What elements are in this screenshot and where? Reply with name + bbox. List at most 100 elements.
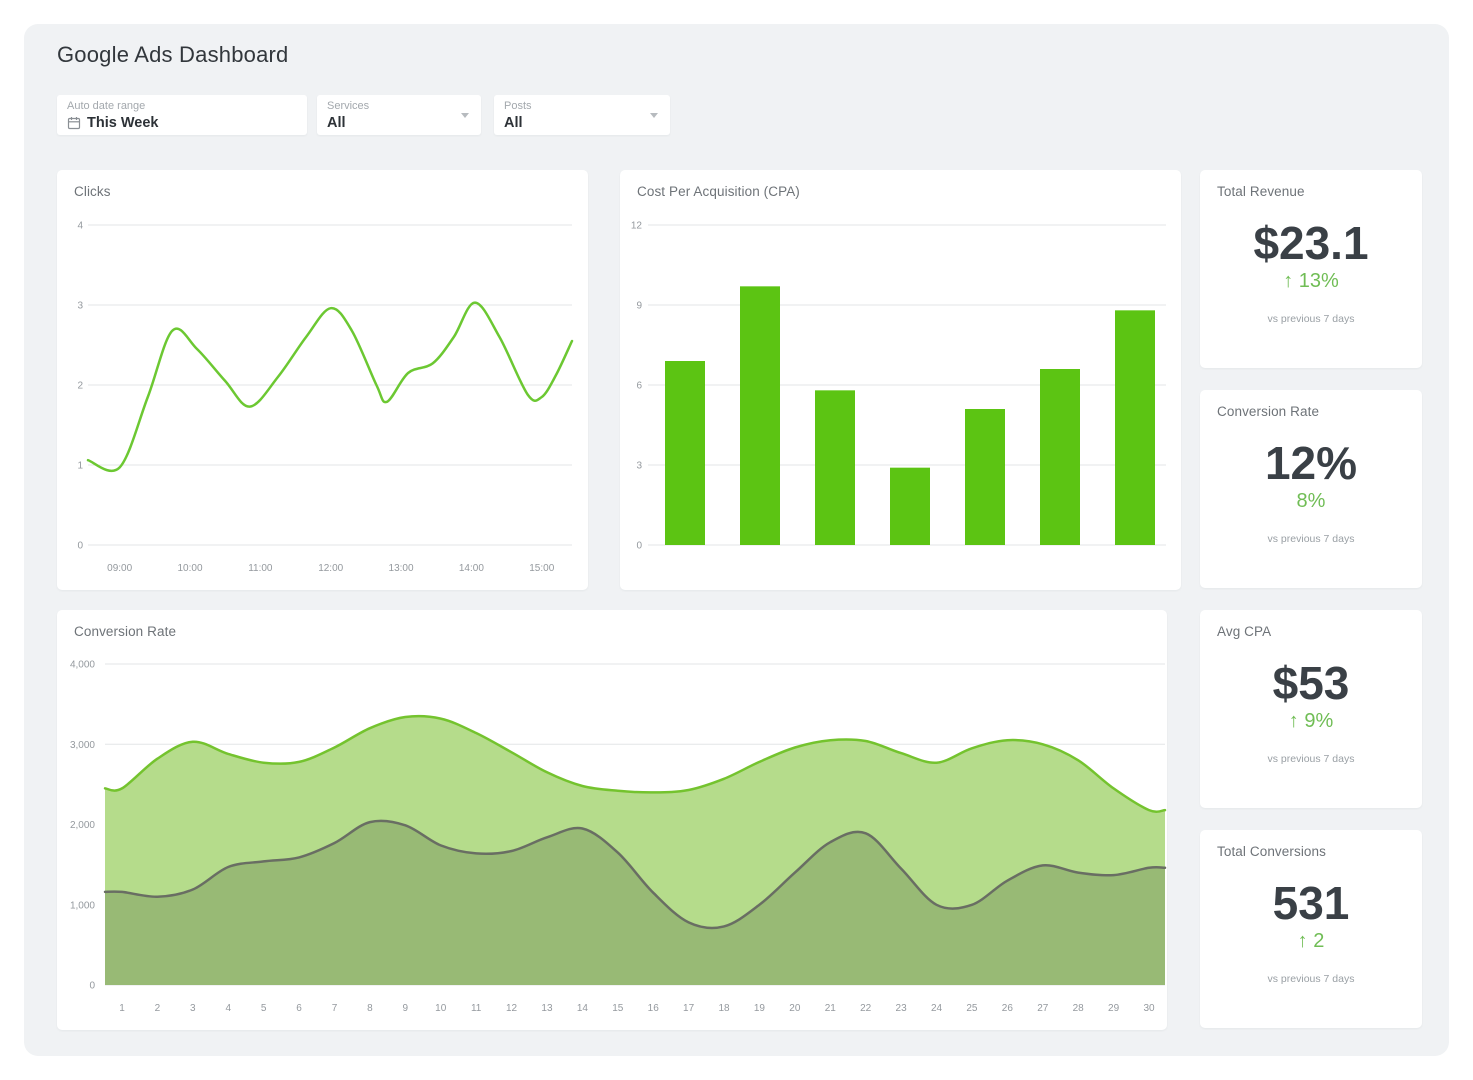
filter-value-row: All bbox=[327, 115, 481, 131]
svg-text:10: 10 bbox=[435, 1003, 447, 1014]
svg-text:14:00: 14:00 bbox=[459, 563, 484, 574]
kpi-title: Total Revenue bbox=[1217, 184, 1305, 199]
chart-title: Conversion Rate bbox=[74, 624, 177, 639]
svg-text:18: 18 bbox=[718, 1003, 730, 1014]
filter-label: Posts bbox=[504, 100, 532, 112]
svg-text:17: 17 bbox=[683, 1003, 695, 1014]
kpi-card-total-conversions: Total Conversions 531 ↑ 2 vs previous 7 … bbox=[1200, 830, 1422, 1028]
kpi-body: 531 ↑ 2 vs previous 7 days bbox=[1200, 878, 1422, 985]
kpi-body: $53 ↑ 9% vs previous 7 days bbox=[1200, 658, 1422, 765]
svg-text:2: 2 bbox=[77, 381, 83, 392]
svg-text:27: 27 bbox=[1037, 1003, 1049, 1014]
svg-text:3: 3 bbox=[190, 1003, 196, 1014]
svg-text:2: 2 bbox=[155, 1003, 161, 1014]
svg-text:15: 15 bbox=[612, 1003, 624, 1014]
svg-text:12: 12 bbox=[631, 221, 643, 232]
kpi-delta: ↑ 13% bbox=[1283, 269, 1339, 292]
svg-text:13:00: 13:00 bbox=[389, 563, 414, 574]
dashboard-panel: Google Ads Dashboard Auto date range Thi… bbox=[24, 24, 1449, 1056]
posts-filter[interactable]: Posts All bbox=[494, 95, 670, 135]
svg-text:15:00: 15:00 bbox=[529, 563, 554, 574]
svg-text:8: 8 bbox=[367, 1003, 373, 1014]
svg-text:23: 23 bbox=[896, 1003, 908, 1014]
page-title: Google Ads Dashboard bbox=[57, 42, 289, 67]
kpi-value: 12% bbox=[1264, 437, 1358, 489]
filter-value-row: All bbox=[504, 115, 670, 131]
svg-text:22: 22 bbox=[860, 1003, 872, 1014]
svg-text:3,000: 3,000 bbox=[70, 740, 95, 751]
kpi-delta: ↑ 2 bbox=[1297, 929, 1325, 952]
kpi-value: $23.1 bbox=[1253, 217, 1369, 269]
svg-text:24: 24 bbox=[931, 1003, 943, 1014]
kpi-value: $53 bbox=[1272, 657, 1350, 709]
filter-value: All bbox=[504, 115, 523, 131]
svg-text:14: 14 bbox=[577, 1003, 589, 1014]
svg-text:12:00: 12:00 bbox=[318, 563, 343, 574]
clicks-chart-card: 0 1 2 3 4 09:00 10:00 11:00 12:00 13:00 14:00 15:00… bbox=[57, 170, 588, 590]
svg-text:26: 26 bbox=[1002, 1003, 1014, 1014]
svg-text:19: 19 bbox=[754, 1003, 766, 1014]
chevron-down-icon bbox=[650, 113, 658, 118]
svg-text:12: 12 bbox=[506, 1003, 518, 1014]
svg-text:29: 29 bbox=[1108, 1003, 1120, 1014]
svg-text:1,000: 1,000 bbox=[70, 900, 95, 911]
svg-text:2,000: 2,000 bbox=[70, 820, 95, 831]
chevron-down-icon bbox=[461, 113, 469, 118]
date-range-filter[interactable]: Auto date range This Week bbox=[57, 95, 307, 135]
svg-text:16: 16 bbox=[648, 1003, 660, 1014]
services-filter[interactable]: Services All bbox=[317, 95, 481, 135]
cpa-bar-chart: 0 3 6 9 12 bbox=[631, 221, 1166, 552]
kpi-delta: 8% bbox=[1296, 489, 1326, 512]
calendar-icon bbox=[67, 116, 81, 130]
svg-text:3: 3 bbox=[636, 461, 642, 472]
kpi-title: Avg CPA bbox=[1217, 624, 1272, 639]
svg-text:4: 4 bbox=[77, 221, 83, 232]
svg-text:4,000: 4,000 bbox=[70, 660, 95, 671]
svg-text:6: 6 bbox=[636, 381, 642, 392]
clicks-line-chart: 0 1 2 3 4 09:00 10:00 11:00 12:00 13:00 14:00 15:00 bbox=[77, 221, 574, 574]
conversion-rate-chart-card: 0 1,000 2,000 3,000 4,000 1 2 3 4 5 6 7 8 9 10 11 12 13 14… bbox=[57, 610, 1167, 1030]
svg-text:25: 25 bbox=[966, 1003, 978, 1014]
svg-text:21: 21 bbox=[825, 1003, 837, 1014]
kpi-delta: ↑ 9% bbox=[1288, 709, 1334, 732]
svg-text:6: 6 bbox=[296, 1003, 302, 1014]
svg-text:11:00: 11:00 bbox=[248, 563, 273, 574]
svg-text:9: 9 bbox=[403, 1003, 409, 1014]
svg-text:4: 4 bbox=[225, 1003, 231, 1014]
chart-title: Clicks bbox=[74, 184, 111, 199]
chart-title: Cost Per Acquisition (CPA) bbox=[637, 184, 800, 199]
kpi-card-avg-cpa: Avg CPA $53 ↑ 9% vs previous 7 days bbox=[1200, 610, 1422, 808]
svg-text:11: 11 bbox=[471, 1003, 482, 1014]
svg-text:1: 1 bbox=[77, 461, 83, 472]
kpi-note: vs previous 7 days bbox=[1267, 312, 1355, 325]
kpi-note: vs previous 7 days bbox=[1267, 532, 1355, 545]
kpi-title: Conversion Rate bbox=[1217, 404, 1320, 419]
kpi-value: 531 bbox=[1272, 877, 1350, 929]
svg-text:3: 3 bbox=[77, 301, 83, 312]
filter-value: All bbox=[327, 115, 346, 131]
svg-text:0: 0 bbox=[77, 541, 83, 552]
kpi-note: vs previous 7 days bbox=[1267, 752, 1355, 765]
filter-label: Services bbox=[327, 100, 370, 112]
svg-text:09:00: 09:00 bbox=[107, 563, 132, 574]
svg-text:20: 20 bbox=[789, 1003, 801, 1014]
kpi-body: $23.1 ↑ 13% vs previous 7 days bbox=[1200, 218, 1422, 325]
svg-text:1: 1 bbox=[119, 1003, 125, 1014]
svg-text:10:00: 10:00 bbox=[177, 563, 202, 574]
svg-text:9: 9 bbox=[636, 301, 642, 312]
svg-text:30: 30 bbox=[1143, 1003, 1155, 1014]
kpi-card-total-revenue: Total Revenue $23.1 ↑ 13% vs previous 7 … bbox=[1200, 170, 1422, 368]
svg-text:0: 0 bbox=[636, 541, 642, 552]
svg-text:13: 13 bbox=[541, 1003, 553, 1014]
svg-text:7: 7 bbox=[332, 1003, 338, 1014]
svg-text:28: 28 bbox=[1073, 1003, 1085, 1014]
kpi-card-conversion-rate: Conversion Rate 12% 8% vs previous 7 day… bbox=[1200, 390, 1422, 588]
kpi-title: Total Conversions bbox=[1217, 844, 1327, 859]
svg-text:5: 5 bbox=[261, 1003, 267, 1014]
kpi-note: vs previous 7 days bbox=[1267, 972, 1355, 985]
cpa-chart-card: 0 3 6 9 12 Cost Per Acquisition (CPA) bbox=[620, 170, 1181, 590]
kpi-body: 12% 8% vs previous 7 days bbox=[1200, 438, 1422, 545]
filter-label: Auto date range bbox=[67, 100, 146, 112]
filter-value: This Week bbox=[87, 115, 159, 131]
